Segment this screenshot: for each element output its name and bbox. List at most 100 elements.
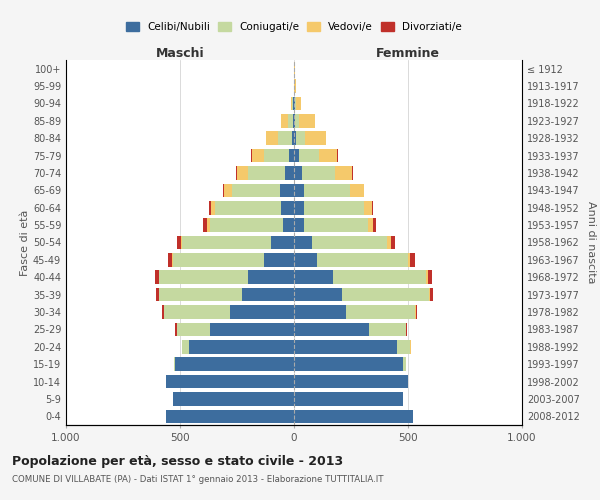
Bar	[295, 96, 296, 110]
Bar	[283, 218, 294, 232]
Bar	[352, 166, 353, 180]
Bar	[182, 236, 271, 250]
Bar	[248, 270, 294, 284]
Bar	[403, 358, 406, 371]
Bar	[294, 218, 304, 232]
Bar	[203, 218, 208, 232]
Bar	[304, 218, 368, 232]
Bar	[319, 149, 337, 162]
Bar	[242, 288, 294, 302]
Bar	[406, 322, 407, 336]
Bar	[294, 114, 295, 128]
Bar	[294, 149, 299, 162]
Bar	[373, 218, 376, 232]
Bar	[265, 149, 289, 162]
Bar	[173, 253, 265, 266]
Bar	[294, 201, 304, 214]
Text: Popolazione per età, sesso e stato civile - 2013: Popolazione per età, sesso e stato civil…	[12, 455, 343, 468]
Bar	[209, 322, 294, 336]
Bar	[304, 184, 350, 197]
Bar	[312, 236, 388, 250]
Text: Femmine: Femmine	[376, 47, 440, 60]
Bar	[416, 305, 418, 319]
Bar	[236, 166, 237, 180]
Bar	[189, 340, 294, 353]
Bar	[294, 253, 317, 266]
Bar	[211, 201, 215, 214]
Bar	[237, 166, 248, 180]
Bar	[294, 340, 397, 353]
Bar	[317, 253, 408, 266]
Bar	[294, 288, 342, 302]
Bar	[293, 114, 294, 128]
Bar	[232, 184, 280, 197]
Bar	[388, 236, 391, 250]
Legend: Celibi/Nubili, Coniugati/e, Vedovi/e, Divorziati/e: Celibi/Nubili, Coniugati/e, Vedovi/e, Di…	[122, 18, 466, 36]
Text: COMUNE DI VILLABATE (PA) - Dati ISTAT 1° gennaio 2013 - Elaborazione TUTTITALIA.: COMUNE DI VILLABATE (PA) - Dati ISTAT 1°…	[12, 475, 383, 484]
Bar	[294, 358, 403, 371]
Bar	[251, 149, 252, 162]
Bar	[280, 184, 294, 197]
Bar	[304, 201, 364, 214]
Bar	[292, 96, 293, 110]
Bar	[299, 149, 319, 162]
Text: Maschi: Maschi	[155, 47, 205, 60]
Bar	[223, 184, 224, 197]
Bar	[266, 132, 278, 145]
Bar	[265, 253, 294, 266]
Bar	[294, 410, 413, 423]
Bar	[302, 166, 335, 180]
Bar	[176, 322, 209, 336]
Bar	[294, 166, 302, 180]
Bar	[215, 201, 281, 214]
Bar	[156, 288, 159, 302]
Bar	[293, 96, 294, 110]
Bar	[408, 253, 410, 266]
Bar	[289, 114, 293, 128]
Bar	[299, 114, 314, 128]
Bar	[369, 322, 406, 336]
Bar	[364, 201, 371, 214]
Bar	[166, 375, 294, 388]
Bar	[289, 149, 294, 162]
Bar	[169, 253, 172, 266]
Bar	[296, 132, 305, 145]
Bar	[294, 184, 304, 197]
Bar	[175, 358, 294, 371]
Bar	[285, 166, 294, 180]
Y-axis label: Anni di nascita: Anni di nascita	[586, 201, 596, 284]
Y-axis label: Fasce di età: Fasce di età	[20, 210, 30, 276]
Bar	[305, 132, 326, 145]
Bar	[252, 149, 265, 162]
Bar	[430, 288, 433, 302]
Bar	[175, 322, 176, 336]
Bar	[342, 288, 428, 302]
Bar	[230, 305, 294, 319]
Bar	[426, 270, 428, 284]
Bar	[295, 114, 299, 128]
Bar	[166, 410, 294, 423]
Bar	[176, 236, 181, 250]
Bar	[428, 288, 430, 302]
Bar	[278, 132, 292, 145]
Bar	[346, 305, 415, 319]
Bar	[160, 288, 242, 302]
Bar	[391, 236, 395, 250]
Bar	[295, 80, 296, 93]
Bar	[294, 270, 333, 284]
Bar	[271, 236, 294, 250]
Bar	[181, 236, 182, 250]
Bar	[291, 96, 292, 110]
Bar	[281, 114, 289, 128]
Bar	[335, 166, 352, 180]
Bar	[410, 253, 415, 266]
Bar	[209, 201, 211, 214]
Bar	[172, 253, 173, 266]
Bar	[224, 184, 232, 197]
Bar	[281, 201, 294, 214]
Bar	[173, 392, 294, 406]
Bar	[294, 322, 369, 336]
Bar	[294, 375, 408, 388]
Bar	[294, 392, 403, 406]
Bar	[415, 305, 416, 319]
